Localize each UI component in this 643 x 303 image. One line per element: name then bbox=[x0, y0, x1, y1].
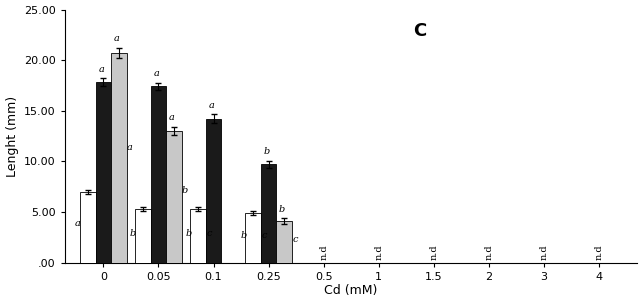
Text: n.d: n.d bbox=[430, 245, 439, 260]
Text: n.d: n.d bbox=[539, 245, 548, 260]
X-axis label: Cd (mM): Cd (mM) bbox=[325, 285, 378, 298]
Text: a: a bbox=[153, 69, 159, 78]
Text: b: b bbox=[182, 186, 188, 195]
Text: a: a bbox=[114, 35, 120, 43]
Text: b: b bbox=[263, 147, 269, 156]
Text: c: c bbox=[262, 231, 267, 240]
Text: b: b bbox=[240, 231, 246, 240]
Text: b: b bbox=[185, 229, 192, 238]
Text: a: a bbox=[98, 65, 104, 74]
Text: n.d: n.d bbox=[374, 245, 383, 260]
Text: a: a bbox=[75, 219, 81, 228]
Bar bbox=[150, 86, 166, 263]
Bar bbox=[276, 221, 292, 263]
Text: a: a bbox=[208, 101, 214, 110]
Text: c: c bbox=[293, 235, 298, 244]
Text: c: c bbox=[206, 229, 212, 238]
Bar bbox=[190, 209, 206, 263]
Bar bbox=[261, 165, 276, 263]
Text: n.d: n.d bbox=[594, 245, 603, 260]
Bar bbox=[80, 192, 96, 263]
Text: b: b bbox=[130, 229, 136, 238]
Bar bbox=[111, 53, 127, 263]
Text: a: a bbox=[168, 113, 175, 122]
Bar bbox=[96, 82, 111, 263]
Text: n.d: n.d bbox=[484, 245, 493, 260]
Bar bbox=[136, 209, 150, 263]
Bar bbox=[166, 131, 181, 263]
Text: b: b bbox=[278, 205, 285, 214]
Bar bbox=[206, 119, 221, 263]
Text: n.d: n.d bbox=[319, 245, 328, 260]
Text: C: C bbox=[413, 22, 426, 40]
Bar bbox=[246, 213, 261, 263]
Y-axis label: Lenght (mm): Lenght (mm) bbox=[6, 95, 19, 177]
Text: a: a bbox=[127, 143, 133, 152]
